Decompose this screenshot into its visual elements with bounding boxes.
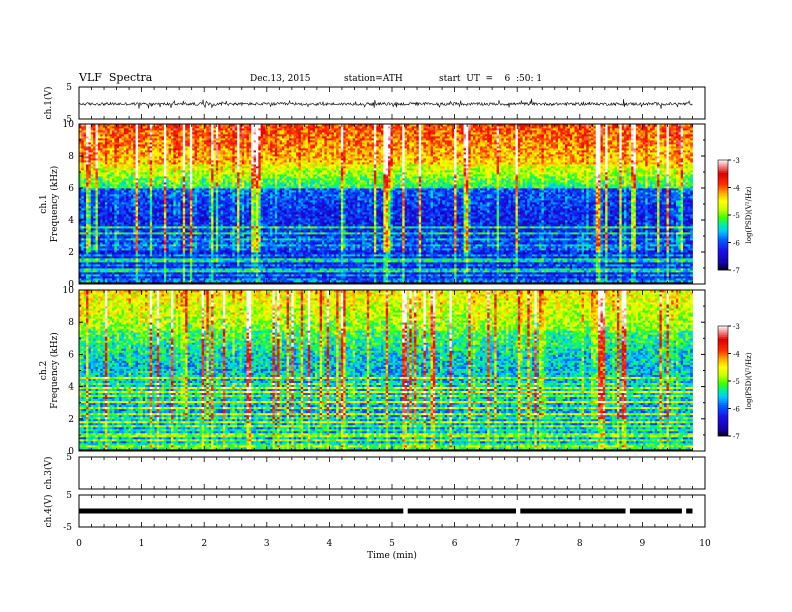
- ch2-spectrogram-image: [79, 290, 693, 451]
- ch4-waveform-ylabel: ch.4(V): [43, 495, 54, 528]
- ch2-spectrogram-ytick-label: 10: [63, 286, 75, 296]
- x-tick-label: 7: [514, 539, 520, 549]
- x-tick-label: 1: [139, 539, 145, 549]
- ch4-trace-segment: [686, 509, 692, 514]
- x-axis-label: Time (min): [367, 550, 417, 561]
- ch2-spectrogram-ylabel: Frequency (kHz): [49, 332, 60, 409]
- ch4-trace-segment: [520, 509, 625, 514]
- x-tick-label: 9: [640, 539, 646, 549]
- x-tick-label: 6: [452, 539, 458, 549]
- ch2-spectrogram-ylabel-channel: ch.2: [39, 361, 49, 380]
- ch1-spectrogram-colorbar-tick-label: -5: [733, 212, 740, 220]
- x-tick-label: 0: [76, 539, 82, 549]
- ch4-trace-segment: [630, 509, 682, 514]
- ch1-waveform-trace: [79, 99, 693, 109]
- ch2-spectrogram-colorbar-tick-label: -3: [733, 323, 740, 331]
- x-tick-label: 10: [699, 539, 711, 549]
- ch3-waveform-ylabel: ch.3(V): [43, 457, 54, 490]
- x-tick-label: 3: [264, 539, 270, 549]
- ch2-spectrogram-ytick-label: 4: [68, 383, 74, 393]
- ch1-spectrogram-ylabel: Frequency (kHz): [49, 166, 60, 243]
- ch1-spectrogram-colorbar-tick-label: -4: [733, 185, 740, 193]
- ch4-trace-segment: [79, 509, 403, 514]
- vlf-spectra-figure: 5-5ch.1(V)0246810ch.1 Frequency (kHz)-3-4…: [0, 0, 792, 612]
- ch1-ytick-label: 5: [66, 83, 72, 93]
- x-tick-label: 2: [201, 539, 207, 549]
- ch1-waveform-ylabel: ch.1(V): [43, 87, 54, 120]
- ch2-spectrogram-colorbar-tick-label: -6: [733, 406, 740, 414]
- ch4-ytick-label: -5: [63, 523, 72, 533]
- ch2-spectrogram-colorbar-tick-label: -7: [733, 433, 740, 441]
- ch1-spectrogram-ytick-label: 2: [68, 248, 74, 258]
- ch2-spectrogram-colorbar-tick-label: -4: [733, 351, 740, 359]
- ch4-trace-segment: [408, 509, 516, 514]
- x-tick-label: 5: [389, 539, 395, 549]
- ch2-spectrogram-colorbar-label: log(PSD)(V²/Hz): [745, 352, 753, 409]
- ch1-spectrogram-ylabel-channel: ch.1: [39, 194, 49, 213]
- ch2-spectrogram-ytick-label: 2: [68, 415, 74, 425]
- ch1-spectrogram-colorbar: [718, 160, 728, 270]
- ch2-spectrogram-ytick-label: 8: [68, 318, 74, 328]
- ch1-spectrogram-ytick-label: 6: [68, 184, 74, 194]
- ch3-ytick-label: 5: [66, 453, 72, 463]
- ch1-spectrogram-colorbar-label: log(PSD)(V²/Hz): [745, 186, 753, 243]
- ch2-spectrogram-ytick-label: 6: [68, 350, 74, 360]
- x-tick-label: 8: [577, 539, 583, 549]
- ch1-spectrogram-ytick-label: 10: [63, 120, 75, 130]
- ch2-spectrogram-colorbar-tick-label: -5: [733, 378, 740, 386]
- ch2-spectrogram-colorbar: [718, 326, 728, 436]
- ch1-spectrogram-colorbar-tick-label: -3: [733, 157, 740, 165]
- ch1-spectrogram-colorbar-tick-label: -7: [733, 267, 740, 275]
- ch1-spectrogram-colorbar-tick-label: -6: [733, 240, 740, 248]
- ch1-spectrogram-image: [79, 124, 693, 284]
- ch4-ytick-label: 5: [66, 491, 72, 501]
- x-tick-label: 4: [327, 539, 333, 549]
- ch1-spectrogram-ytick-label: 4: [68, 216, 74, 226]
- ch1-spectrogram-ytick-label: 8: [68, 152, 74, 162]
